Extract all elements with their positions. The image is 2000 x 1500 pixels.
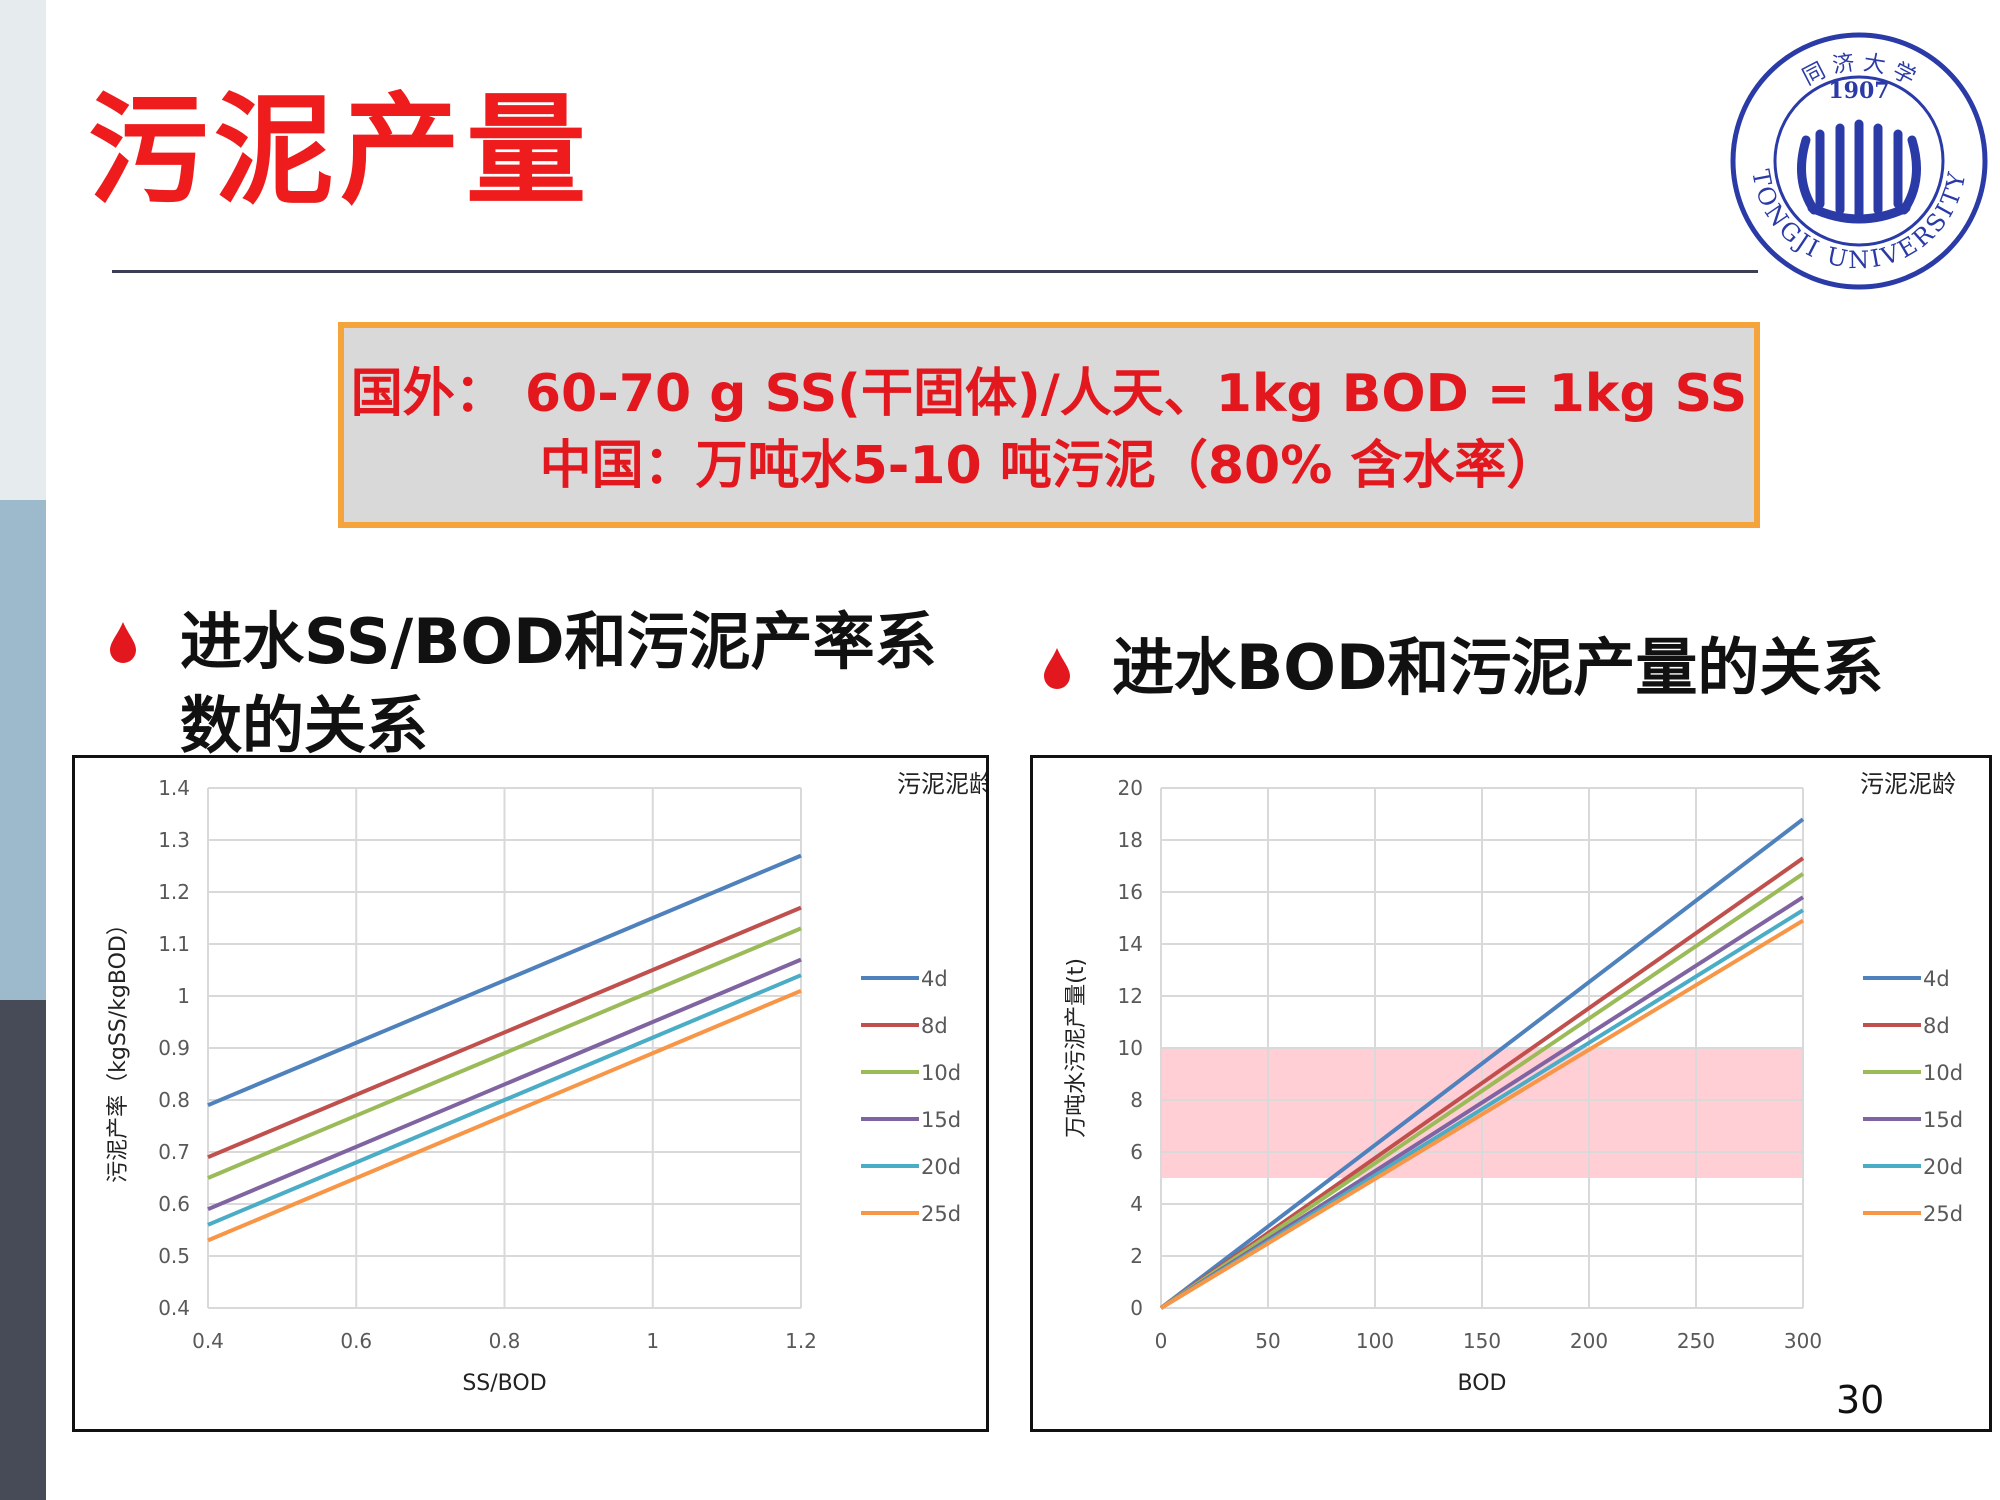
y-tick-label: 1.3 (158, 828, 190, 852)
series-line-4d (207, 853, 802, 1108)
x-tick-label: 0.8 (489, 1329, 521, 1353)
y-tick-label: 1.1 (158, 932, 190, 956)
y-tick-label: 16 (1118, 880, 1143, 904)
callout-line-china: 中国：万吨水5-10 吨污泥（80% 含水率） (539, 436, 1559, 496)
bullet-left-line1: 进水SS/BOD和污泥产率系 (180, 605, 937, 678)
x-tick-label: 0.6 (340, 1329, 372, 1353)
y-tick-label: 0.6 (158, 1192, 190, 1216)
legend-label-10d: 10d (921, 1061, 961, 1085)
legend-label-4d: 4d (921, 967, 948, 991)
legend-label-15d: 15d (921, 1108, 961, 1132)
y-tick-label: 0.8 (158, 1088, 190, 1112)
y-tick-label: 2 (1130, 1244, 1143, 1268)
legend-title: 污泥泥龄 (897, 770, 986, 798)
x-tick-label: 1.2 (785, 1329, 817, 1353)
sidebar-stripe-middle (0, 500, 46, 1000)
x-axis-label: SS/BOD (462, 1371, 546, 1396)
series-line-25d (207, 988, 802, 1243)
logo-year: 1907 (1828, 78, 1889, 104)
y-tick-label: 0.4 (158, 1296, 190, 1320)
chart-sludge-yield-vs-ss-bod: 0.4 0.5 0.6 0.7 0.8 0.9 1 1.1 1.2 1.3 1.4 0.4 0.6 0.8… (72, 755, 989, 1432)
y-tick-label: 1.4 (158, 776, 190, 800)
legend-label-8d: 8d (921, 1014, 948, 1038)
x-tick-label: 250 (1677, 1329, 1715, 1353)
y-tick-label: 1 (177, 984, 190, 1008)
y-tick-label: 0.5 (158, 1244, 190, 1268)
series-line-25d (1159, 918, 1805, 1310)
legend-label-25d: 25d (1923, 1202, 1963, 1226)
y-tick-label: 1.2 (158, 880, 190, 904)
x-tick-label: 0 (1155, 1329, 1168, 1353)
sidebar-stripe-top (0, 0, 46, 500)
x-tick-label: 100 (1356, 1329, 1394, 1353)
y-tick-label: 18 (1118, 828, 1143, 852)
callout-line-foreign: 国外： 60-70 g SS(干固体)/人天、1kg BOD = 1kg SS (350, 364, 1748, 424)
legend-label-15d: 15d (1923, 1108, 1963, 1132)
x-tick-label: 200 (1570, 1329, 1608, 1353)
x-axis-label: BOD (1458, 1371, 1507, 1396)
page-number: 30 (1836, 1378, 1885, 1422)
y-tick-label: 20 (1118, 776, 1143, 800)
y-tick-label: 8 (1130, 1088, 1143, 1112)
y-axis-label: 污泥产率（kgSS/kgBOD） (106, 913, 131, 1183)
x-tick-label: 300 (1784, 1329, 1822, 1353)
y-tick-label: 4 (1130, 1192, 1143, 1216)
chart-svg: 0.4 0.5 0.6 0.7 0.8 0.9 1 1.1 1.2 1.3 1.4 0.4 0.6 0.8… (106, 770, 986, 1396)
y-tick-label: 0.9 (158, 1036, 190, 1060)
x-tick-label: 50 (1255, 1329, 1280, 1353)
x-tick-label: 1 (646, 1329, 659, 1353)
legend-label-10d: 10d (1923, 1061, 1963, 1085)
bullet-left-text: 进水SS/BOD和污泥产率系 数的关系 (180, 600, 937, 768)
title-divider (112, 270, 1758, 273)
series-line-20d (207, 973, 802, 1227)
y-tick-label: 0 (1130, 1296, 1143, 1320)
x-tick-label: 0.4 (192, 1329, 224, 1353)
series-line-10d (1159, 872, 1805, 1310)
legend-label-25d: 25d (921, 1202, 961, 1226)
series-line-8d (1159, 856, 1805, 1310)
slide-title: 污泥产量 (88, 82, 592, 221)
red-drop-bullet-icon (110, 622, 136, 663)
y-tick-label: 6 (1130, 1140, 1143, 1164)
series-line-10d (207, 926, 802, 1180)
summary-callout-box: 国外： 60-70 g SS(干固体)/人天、1kg BOD = 1kg SS … (338, 322, 1760, 528)
sidebar-stripe-bottom (0, 1000, 46, 1500)
legend-label-20d: 20d (1923, 1155, 1963, 1179)
series-line-15d (207, 957, 802, 1212)
y-axis-label: 万吨水污泥产量(t) (1064, 958, 1089, 1138)
y-tick-label: 10 (1118, 1036, 1143, 1060)
y-tick-label: 14 (1118, 932, 1143, 956)
bullet-right-line1: 进水BOD和污泥产量的关系 (1112, 631, 1884, 704)
y-tick-label: 12 (1118, 984, 1143, 1008)
legend-label-8d: 8d (1923, 1014, 1950, 1038)
chart-sludge-output-vs-bod: 0 2 4 6 8 10 12 14 16 18 20 0 50 100 150 200 250 300 BOD 万吨… (1030, 755, 1992, 1432)
series-line-4d (1159, 817, 1805, 1310)
bullet-left-line2: 数的关系 (180, 689, 429, 762)
legend-label-20d: 20d (921, 1155, 961, 1179)
tongji-university-logo-icon: 同 济 大 学 TONGJI UNIVERSITY 1907 (1730, 32, 1988, 290)
legend-label-4d: 4d (1923, 967, 1950, 991)
bullet-right-text: 进水BOD和污泥产量的关系 (1112, 626, 1883, 710)
red-drop-bullet-icon (1044, 648, 1070, 689)
series-line-8d (207, 905, 802, 1160)
y-tick-label: 0.7 (158, 1140, 190, 1164)
x-tick-label: 150 (1463, 1329, 1501, 1353)
legend-title: 污泥泥龄 (1860, 770, 1956, 798)
